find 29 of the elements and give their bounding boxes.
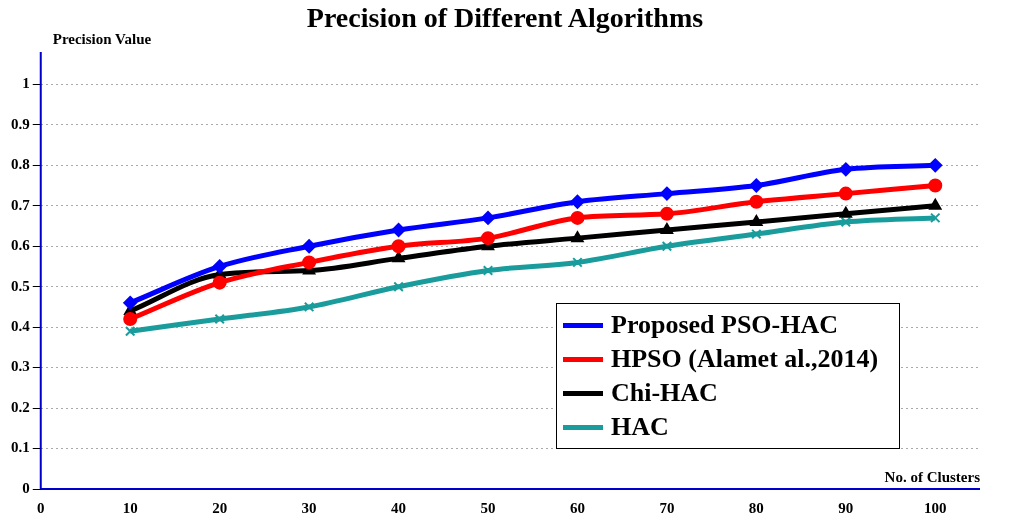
x-tick-label: 60	[569, 499, 585, 516]
x-tick-label: 80	[748, 499, 764, 516]
x-tick-label: 70	[659, 499, 675, 516]
legend-label: Proposed PSO-HAC	[611, 310, 839, 340]
y-tick-label: 0.2	[11, 398, 30, 415]
x-tick-label: 0	[37, 499, 45, 516]
y-tick-label: 0.8	[11, 156, 30, 173]
x-tick-label: 30	[301, 499, 317, 516]
legend-label: HPSO (Alamet al.,2014)	[611, 344, 879, 374]
x-tick-label: 100	[924, 499, 947, 516]
x-axis-title: No. of Clusters	[884, 469, 981, 486]
x-tick-label: 10	[122, 499, 138, 516]
y-tick-label: 0.4	[11, 318, 31, 335]
x-tick-label: 20	[212, 499, 228, 516]
y-tick-label: 0.3	[11, 358, 30, 375]
x-tick-label: 90	[838, 499, 854, 516]
x-tick-label: 40	[391, 499, 407, 516]
y-tick-label: 0.9	[11, 115, 30, 132]
legend-label: HAC	[611, 412, 669, 442]
x-tick-label: 50	[480, 499, 496, 516]
chart-title: Precision of Different Algorithms	[306, 2, 704, 33]
y-tick-label: 1	[22, 75, 30, 92]
legend-label: Chi-HAC	[611, 378, 718, 408]
y-tick-label: 0.5	[11, 277, 30, 294]
y-tick-label: 0.1	[11, 439, 30, 456]
y-tick-label: 0.7	[11, 196, 31, 213]
y-tick-label: 0	[22, 479, 30, 496]
y-axis-title: Precision Value	[52, 31, 152, 48]
y-tick-label: 0.6	[11, 237, 31, 254]
